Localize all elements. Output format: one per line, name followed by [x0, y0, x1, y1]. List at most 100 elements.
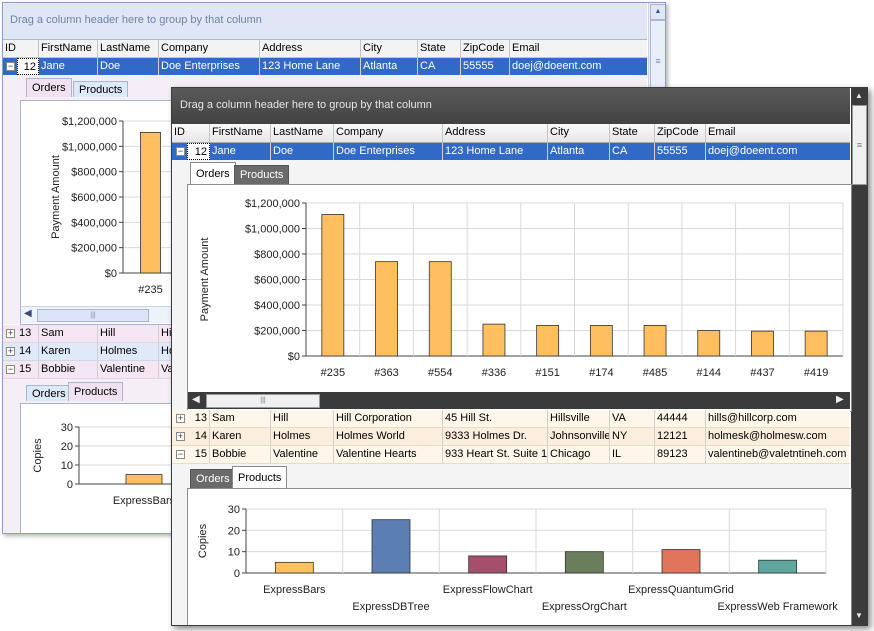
cell-lastname: Hill: [98, 325, 159, 342]
cell-firstname: Bobbie: [210, 446, 271, 463]
header-city[interactable]: City: [548, 124, 610, 142]
detail-panel-orders: Orders Products $0 $200,000 $400,000 $600,0…: [172, 160, 852, 412]
cell-id: 15: [17, 361, 39, 378]
scroll-right-button[interactable]: ▶: [836, 394, 844, 405]
collapse-icon[interactable]: −: [176, 146, 185, 156]
header-email[interactable]: Email: [708, 126, 736, 138]
cell-firstname: Karen: [39, 343, 98, 360]
scroll-thumb[interactable]: ≡: [852, 105, 867, 185]
x-tick-label: #336: [482, 367, 506, 379]
y-axis-label: Copies: [197, 523, 209, 558]
bar: [589, 324, 613, 357]
header-zipcode[interactable]: ZipCode: [655, 124, 706, 142]
tab-products[interactable]: Products: [234, 165, 290, 184]
header-state[interactable]: State: [610, 124, 655, 142]
y-tick-label: 30: [228, 504, 240, 516]
y-tick-label: $1,000,000: [62, 141, 117, 153]
header-state[interactable]: State: [418, 40, 461, 57]
cell-firstname: Bobbie: [39, 361, 98, 378]
tab-orders[interactable]: Orders: [190, 469, 236, 488]
tab-products[interactable]: Products: [232, 466, 288, 488]
bar: [375, 261, 398, 357]
x-tick-label: #554: [428, 367, 452, 379]
y-tick-label: $400,000: [254, 300, 300, 312]
y-tick-label: 20: [61, 441, 73, 453]
cell-firstname: Sam: [210, 410, 271, 427]
cell-address: 123 Home Lane: [443, 143, 548, 160]
group-panel[interactable]: Drag a column header here to group by th…: [3, 3, 647, 40]
header-lastname[interactable]: LastName: [271, 124, 334, 142]
cell-lastname: Holmes: [98, 343, 159, 360]
tab-orders[interactable]: Orders: [26, 385, 72, 401]
cell-zipcode: 12121: [655, 428, 706, 445]
header-address[interactable]: Address: [443, 124, 548, 142]
y-tick-label: 30: [61, 422, 73, 434]
table-row[interactable]: − 12 Jane Doe Doe Enterprises 123 Home L…: [3, 58, 647, 75]
scroll-down-button[interactable]: ▼: [855, 611, 863, 620]
expand-icon[interactable]: +: [6, 346, 15, 356]
x-tick-label: #437: [750, 367, 774, 379]
header-id[interactable]: ID: [3, 40, 39, 57]
x-tick-label: #235: [138, 284, 162, 296]
collapse-icon[interactable]: −: [176, 449, 185, 459]
collapse-icon[interactable]: −: [6, 364, 15, 374]
table-row[interactable]: − 15 Bobbie Valentine Valentine Hearts 9…: [172, 446, 850, 464]
cell-state: VA: [610, 410, 655, 427]
header-zipcode[interactable]: ZipCode: [461, 40, 510, 57]
header-company[interactable]: Company: [159, 40, 260, 57]
scroll-left-button[interactable]: ◀: [24, 308, 32, 319]
front-column-headers: ID FirstName LastName Company Address Ci…: [172, 124, 850, 143]
cell-company: Doe Enterprises: [334, 143, 443, 160]
y-tick-label: $0: [105, 268, 117, 280]
table-row[interactable]: − 12 Jane Doe Doe Enterprises 123 Home L…: [172, 143, 850, 160]
tab-products[interactable]: Products: [68, 382, 124, 401]
bar: [428, 261, 452, 357]
bar: [274, 561, 314, 574]
y-tick-label: $400,000: [71, 217, 117, 229]
group-panel[interactable]: Drag a column header here to group by th…: [172, 88, 850, 124]
y-tick-label: $200,000: [254, 326, 300, 338]
tab-orders[interactable]: Orders: [26, 78, 72, 97]
cell-firstname: Karen: [210, 428, 271, 445]
x-tick-label: #485: [643, 367, 667, 379]
y-tick-label: 20: [228, 525, 240, 537]
scroll-thumb[interactable]: |||: [37, 309, 149, 322]
header-id[interactable]: ID: [172, 124, 210, 142]
cell-firstname: Jane: [39, 58, 98, 75]
group-panel-text: Drag a column header here to group by th…: [180, 99, 432, 111]
x-tick-label: ExpressFlowChart: [443, 584, 533, 596]
header-address[interactable]: Address: [260, 40, 361, 57]
scroll-thumb[interactable]: |||: [206, 394, 320, 408]
expand-icon[interactable]: +: [176, 413, 185, 423]
table-row[interactable]: + 14 Karen Holmes Holmes World 9333 Holm…: [172, 428, 850, 446]
header-lastname[interactable]: LastName: [98, 40, 159, 57]
header-email[interactable]: Email: [512, 42, 540, 54]
scroll-up-button[interactable]: ▲: [855, 91, 863, 100]
table-row[interactable]: + 13 Sam Hill Hill Corporation 45 Hill S…: [172, 410, 850, 428]
cell-city: Atlanta: [361, 58, 418, 75]
cell-lastname: Valentine: [271, 446, 334, 463]
collapse-icon[interactable]: −: [6, 61, 15, 71]
header-city[interactable]: City: [361, 40, 418, 57]
bar: [697, 330, 721, 357]
header-firstname[interactable]: FirstName: [210, 124, 271, 142]
header-company[interactable]: Company: [334, 124, 443, 142]
expand-icon[interactable]: +: [6, 328, 15, 338]
header-firstname[interactable]: FirstName: [39, 40, 98, 57]
expand-icon[interactable]: +: [176, 431, 185, 441]
bar: [371, 519, 411, 574]
scroll-left-button[interactable]: ◀: [192, 394, 200, 405]
cell-lastname: Holmes: [271, 428, 334, 445]
products-chart-frame: 0 10 20 30 Copies ExpressBars ExpressDBTree Exp…: [187, 488, 852, 625]
horizontal-scrollbar[interactable]: ◀ ||| ▶: [188, 392, 850, 409]
x-tick-label: #363: [374, 367, 398, 379]
tab-products[interactable]: Products: [73, 81, 129, 97]
y-tick-label: $800,000: [71, 167, 117, 179]
front-vertical-scrollbar[interactable]: ▲ ≡ ▼: [851, 88, 867, 625]
y-tick-label: $800,000: [254, 249, 300, 261]
cell-state: CA: [418, 58, 461, 75]
scroll-up-button[interactable]: ▲: [650, 4, 665, 20]
y-tick-label: 10: [228, 547, 240, 559]
x-tick-label: ExpressDBTree: [352, 601, 429, 613]
tab-orders[interactable]: Orders: [190, 162, 236, 184]
